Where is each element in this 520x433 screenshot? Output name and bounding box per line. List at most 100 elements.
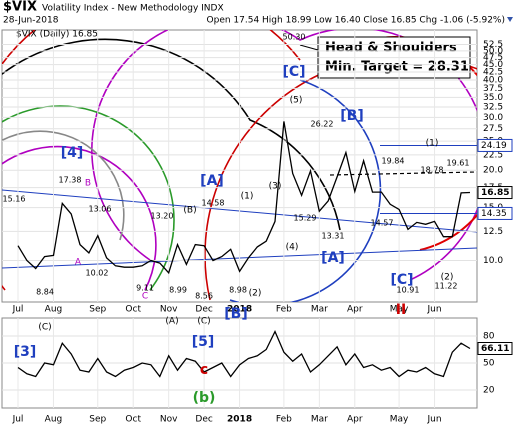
last-value-label: 16.85	[481, 188, 509, 198]
annotation: [5]	[192, 334, 215, 350]
annotation: 19.61	[447, 159, 470, 168]
annotation: 19.84	[382, 157, 405, 166]
x-tick-label: Aug	[45, 415, 63, 425]
annotation: 13.31	[322, 232, 345, 241]
x-tick-label: Feb	[276, 415, 292, 425]
y-tick-label: 50	[483, 359, 495, 369]
x-tick-label: Jun	[427, 305, 442, 315]
annotation: 13.06	[89, 205, 112, 214]
y-tick-label: 80	[483, 332, 495, 342]
annotation: (2)	[249, 289, 262, 299]
x-tick-label: Dec	[195, 415, 212, 425]
annotation: (4)	[286, 243, 299, 253]
annotation: 8.84	[36, 288, 54, 297]
last-value-label: 66.11	[481, 344, 509, 354]
annotation: [C]	[282, 64, 305, 80]
annotation: 13.20	[151, 212, 174, 221]
y-tick-label: 12.5	[483, 227, 503, 237]
annotation: (C)	[38, 323, 51, 333]
legend-entry: $VIX (Daily) 16.85	[16, 30, 98, 40]
y-tick-label: 37.5	[483, 84, 503, 94]
annotation: [A]	[200, 173, 224, 189]
instrument-name: Volatility Index - New Methodology INDX	[42, 4, 224, 14]
x-tick-label: Mar	[311, 305, 328, 315]
dropdown-icon[interactable]	[507, 17, 513, 22]
y-tick-label: 27.5	[483, 124, 503, 134]
annotation: (3)	[269, 182, 282, 192]
date: 28-Jun-2018	[3, 16, 59, 26]
x-tick-label: May	[390, 305, 409, 315]
annotation: [A]	[321, 250, 345, 266]
x-tick-label: Nov	[160, 305, 178, 315]
reference-label: 24.19	[481, 141, 507, 151]
x-tick-label: Mar	[311, 415, 328, 425]
annotation: 15.29	[294, 214, 317, 223]
annotation: [B]	[224, 306, 247, 322]
annotation: 50.30	[283, 33, 306, 42]
y-tick-label: 20	[483, 386, 495, 396]
last-value-tag	[477, 186, 513, 200]
annotation: (B)	[183, 206, 196, 216]
annotation: 18.78	[421, 166, 444, 175]
annotation: (b)	[193, 390, 216, 406]
annotation: (2)	[441, 273, 454, 283]
y-tick-label: 32.5	[483, 102, 503, 112]
callout-line: Head & Shoulders	[325, 41, 457, 56]
y-tick-label: 22.5	[483, 150, 503, 160]
x-tick-label: Feb	[276, 305, 292, 315]
annotation: C	[142, 292, 148, 302]
cycle-arcs	[2, 30, 477, 302]
y-tick-label: 30.0	[483, 113, 503, 123]
annotation: 10.02	[86, 269, 109, 278]
y-tick-label: 47.5	[483, 53, 503, 63]
annotation: (5)	[290, 96, 303, 106]
callout-line: Min. Target = 28.31	[325, 60, 469, 75]
callout-pointer	[299, 44, 319, 51]
x-tick-label: Jul	[12, 415, 24, 425]
reference-tag	[477, 138, 513, 152]
x-tick-label: Dec	[195, 305, 212, 315]
x-tick-label: Sep	[89, 415, 106, 425]
annotation: c	[200, 362, 208, 378]
annotation: [3]	[14, 344, 37, 360]
annotation: 8.98	[229, 286, 247, 295]
x-tick-label: Apr	[347, 305, 363, 315]
symbol: $VIX	[3, 0, 37, 15]
x-tick-label: Apr	[347, 415, 363, 425]
annotation: II	[396, 302, 406, 318]
annotation: 14.58	[202, 199, 225, 208]
y-tick-label: 50.0	[483, 46, 503, 56]
annotation: (1)	[241, 192, 254, 202]
annotation: 8.56	[195, 292, 213, 301]
annotation: 8.99	[169, 286, 187, 295]
x-tick-label: Jun	[427, 415, 442, 425]
y-tick-label: 10.0	[483, 256, 503, 266]
x-tick-label: Sep	[89, 305, 106, 315]
annotation: 11.22	[435, 282, 458, 291]
annotation: 15.16	[3, 195, 26, 204]
annotation: 26.22	[311, 120, 334, 129]
last-value-tag	[477, 342, 513, 356]
y-tick-label: 20.0	[483, 166, 503, 176]
price-line	[17, 121, 471, 275]
y-tick-label: 42.5	[483, 68, 503, 78]
x-tick-label: Aug	[45, 305, 63, 315]
y-tick-label: 45.0	[483, 60, 503, 70]
x-tick-label: May	[390, 415, 409, 425]
reference-tag	[477, 206, 513, 220]
x-tick-label: Oct	[125, 305, 141, 315]
y-tick-label: 35.0	[483, 93, 503, 103]
x-tick-label: 2018	[227, 415, 252, 425]
y-tick-label: 52.5	[483, 40, 503, 50]
annotation: A	[75, 258, 82, 268]
annotation: (A)	[165, 317, 178, 327]
y-tick-label: 40.0	[483, 75, 503, 85]
annotation: [4]	[61, 145, 84, 161]
price-line	[17, 329, 471, 378]
x-tick-label: 2018	[227, 305, 252, 315]
x-tick-label: Jul	[12, 305, 24, 315]
quote: Open 17.54 High 18.99 Low 16.40 Close 16…	[207, 16, 505, 26]
annotation: 14.57	[371, 219, 394, 228]
x-tick-label: Oct	[125, 415, 141, 425]
